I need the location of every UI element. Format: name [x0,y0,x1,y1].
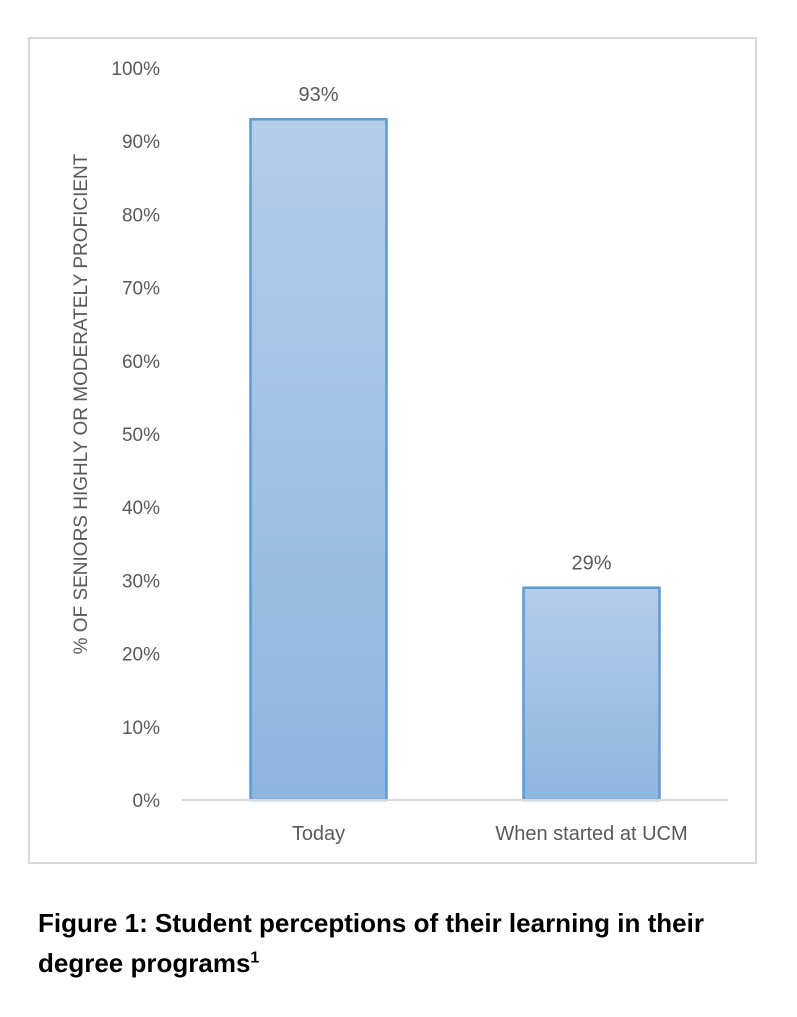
y-tick-label: 90% [122,132,160,153]
y-tick-label: 60% [122,352,160,373]
bar [522,586,661,802]
y-tick-label: 70% [122,279,160,300]
y-tick-label: 80% [122,205,160,226]
x-category-label: Today [292,823,345,845]
bars [249,117,661,802]
y-tick-label: 20% [122,645,160,666]
y-tick-label: 0% [133,791,161,812]
y-axis-title: % OF SENIORS HIGHLY OR MODERATELY PROFIC… [71,153,92,654]
x-category-label: When started at UCM [495,823,687,845]
caption-footnote-mark: 1 [250,949,260,967]
figure-caption: Figure 1: Student perceptions of their l… [38,903,778,983]
y-tick-label: 30% [122,571,160,592]
bar [249,117,388,802]
caption-text: Figure 1: Student perceptions of their l… [38,908,704,978]
y-tick-label: 40% [122,498,160,519]
data-labels: 93% 29% [298,84,611,574]
y-tick-label: 10% [122,718,160,739]
y-tick-label: 100% [111,59,160,80]
bar-data-label: 93% [298,84,338,106]
y-tick-label: 50% [122,425,160,446]
chart-frame: 0% 10% 20% 30% 40% 50% 60% 70% 80% 90% 100% 93% 29%… [28,37,757,864]
bar-data-label: 29% [571,553,611,575]
bar-chart: 0% 10% 20% 30% 40% 50% 60% 70% 80% 90% 100% 93% 29%… [71,59,728,845]
y-axis-ticks: 0% 10% 20% 30% 40% 50% 60% 70% 80% 90% 100% [111,59,160,812]
x-axis-category-labels: Today When started at UCM [292,823,688,845]
